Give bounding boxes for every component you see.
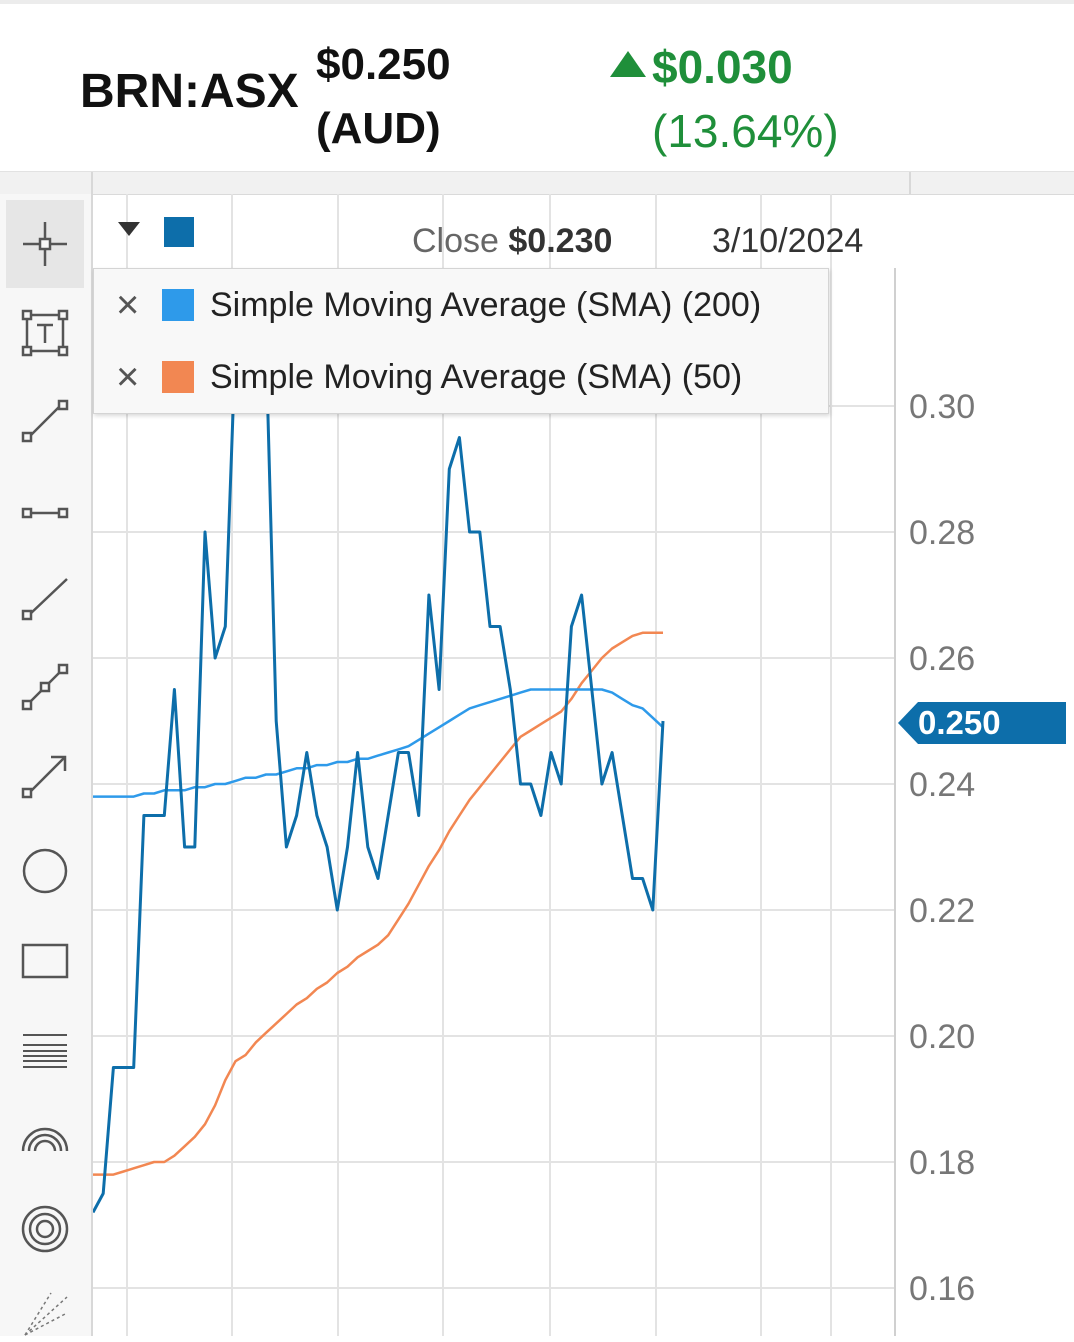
price-series-swatch	[164, 217, 194, 247]
rectangle-tool[interactable]	[14, 930, 76, 992]
currency-label: (AUD)	[316, 104, 441, 153]
polyline-tool[interactable]	[14, 656, 76, 718]
y-tick-label: 0.20	[909, 1018, 975, 1056]
polyline-icon	[21, 663, 69, 711]
arc-icon	[21, 1127, 69, 1152]
sma-50-swatch	[162, 361, 194, 393]
y-axis: 0.30 0.28 0.26 0.24 0.22 0.20 0.18 0.16	[909, 388, 975, 1308]
close-readout: Close $0.230	[412, 222, 612, 261]
chevron-down-icon	[118, 222, 140, 236]
date-readout: 3/10/2024	[712, 222, 864, 260]
concentric-circles-tool[interactable]	[14, 1198, 76, 1260]
y-tick-label: 0.30	[909, 388, 975, 426]
y-tick-label: 0.18	[909, 1144, 975, 1182]
horizontal-lines-icon	[23, 1034, 67, 1068]
crosshair-icon	[23, 222, 67, 266]
close-value: $0.230	[508, 222, 613, 260]
y-tick-label: 0.22	[909, 892, 975, 930]
series-menu-toggle[interactable]	[118, 222, 140, 236]
horizontal-segment-icon	[21, 507, 69, 519]
fan-tool[interactable]	[14, 1280, 76, 1342]
rectangle-icon	[21, 943, 69, 979]
circle-icon	[22, 848, 68, 894]
chart-lines	[93, 341, 665, 1214]
legend-item-sma-200: × Simple Moving Average (SMA) (200)	[94, 269, 828, 341]
line-segment-tool[interactable]	[14, 390, 76, 452]
crosshair-tool[interactable]	[6, 200, 84, 288]
remove-sma-50-button[interactable]: ×	[116, 355, 140, 399]
y-tick-label: 0.24	[909, 766, 975, 804]
price-change-percent: (13.64%)	[652, 105, 839, 157]
sma-50-line	[93, 631, 663, 1176]
remove-sma-200-button[interactable]: ×	[116, 283, 140, 327]
arrow-icon	[21, 755, 67, 799]
text-tool[interactable]	[14, 302, 76, 364]
sma-50-label: Simple Moving Average (SMA) (50)	[210, 357, 743, 396]
circle-tool[interactable]	[14, 840, 76, 902]
fan-icon	[24, 1292, 68, 1336]
concentric-circles-icon	[21, 1205, 69, 1253]
ray-icon	[21, 578, 68, 621]
quote-header: BRN:ASX $0.250 (AUD) $0.030 (13.64%)	[0, 0, 1074, 172]
price-change-value: $0.030	[652, 41, 793, 93]
last-price: $0.250	[316, 40, 451, 89]
last-price-tag: 0.250	[898, 702, 1066, 744]
line-segment-icon	[21, 399, 69, 443]
close-label: Close	[412, 222, 499, 260]
y-tick-label: 0.28	[909, 514, 975, 552]
up-triangle-icon	[610, 51, 646, 77]
last-price-tag-label: 0.250	[918, 704, 1001, 741]
y-tick-label: 0.26	[909, 640, 975, 678]
price-change: $0.030	[610, 40, 793, 94]
ray-tool[interactable]	[14, 568, 76, 630]
arrow-tool[interactable]	[14, 746, 76, 808]
legend-item-sma-50: × Simple Moving Average (SMA) (50)	[94, 341, 828, 413]
ticker-symbol: BRN:ASX	[80, 65, 299, 118]
sma-200-swatch	[162, 289, 194, 321]
horizontal-segment-tool[interactable]	[14, 482, 76, 544]
indicator-legend: × Simple Moving Average (SMA) (200) × Si…	[93, 268, 829, 414]
price-line	[93, 341, 665, 1214]
sma-200-label: Simple Moving Average (SMA) (200)	[210, 285, 762, 324]
y-tick-label: 0.16	[909, 1270, 975, 1308]
chart-top-strip	[0, 172, 1074, 195]
arc-tool[interactable]	[14, 1110, 76, 1172]
text-annotation-icon	[21, 309, 69, 357]
drawing-toolbar	[0, 194, 93, 1336]
horizontal-lines-tool[interactable]	[14, 1020, 76, 1082]
